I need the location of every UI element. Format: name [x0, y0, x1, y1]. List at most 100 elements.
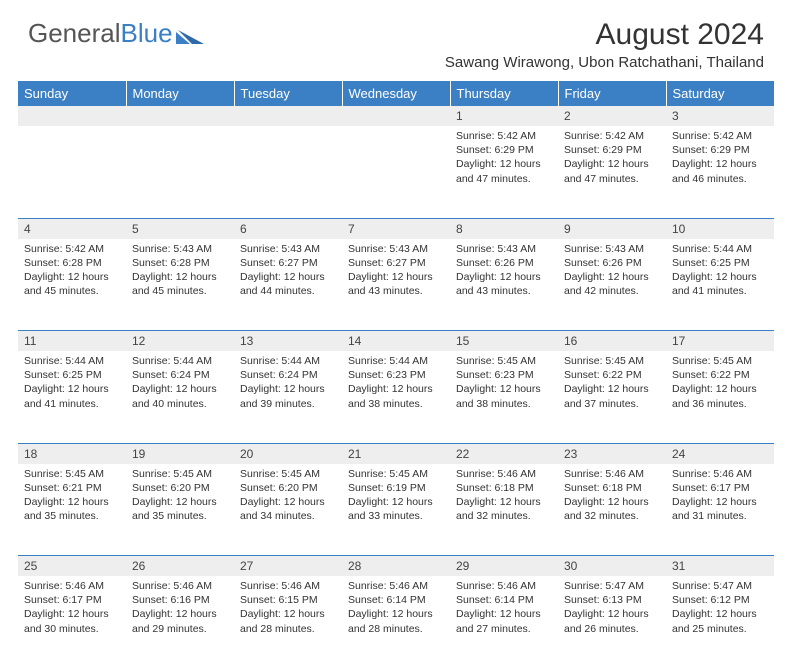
day-info-line: Daylight: 12 hours: [456, 382, 552, 396]
day-info-line: and 43 minutes.: [348, 284, 444, 298]
day-info-line: Sunrise: 5:43 AM: [456, 242, 552, 256]
day-cell: Sunrise: 5:46 AMSunset: 6:14 PMDaylight:…: [450, 576, 558, 668]
day-info-line: Sunset: 6:15 PM: [240, 593, 336, 607]
day-cell: Sunrise: 5:45 AMSunset: 6:22 PMDaylight:…: [666, 351, 774, 443]
day-info-line: Sunset: 6:17 PM: [24, 593, 120, 607]
day-info-line: Daylight: 12 hours: [132, 495, 228, 509]
logo-flag-icon: [176, 24, 204, 44]
day-number: 19: [126, 443, 234, 464]
day-number: [18, 106, 126, 126]
day-info-line: Sunset: 6:20 PM: [240, 481, 336, 495]
day-info-line: Sunrise: 5:46 AM: [672, 467, 768, 481]
day-info-line: Daylight: 12 hours: [132, 270, 228, 284]
day-info-line: Sunset: 6:16 PM: [132, 593, 228, 607]
day-info-line: Daylight: 12 hours: [564, 382, 660, 396]
day-header: Saturday: [666, 81, 774, 106]
day-info-line: Daylight: 12 hours: [456, 495, 552, 509]
day-cell: Sunrise: 5:46 AMSunset: 6:14 PMDaylight:…: [342, 576, 450, 668]
day-info-line: Daylight: 12 hours: [564, 495, 660, 509]
day-number: [342, 106, 450, 126]
day-info-line: and 37 minutes.: [564, 397, 660, 411]
day-number: 23: [558, 443, 666, 464]
day-info-line: Sunrise: 5:44 AM: [132, 354, 228, 368]
day-cell: [126, 126, 234, 218]
week-daynum-row: 11121314151617: [18, 331, 774, 352]
day-info-line: Sunrise: 5:45 AM: [348, 467, 444, 481]
day-info-line: Daylight: 12 hours: [456, 157, 552, 171]
day-info-line: Sunset: 6:29 PM: [564, 143, 660, 157]
day-cell: Sunrise: 5:43 AMSunset: 6:26 PMDaylight:…: [558, 239, 666, 331]
day-info-line: Sunrise: 5:43 AM: [132, 242, 228, 256]
day-info-line: Sunrise: 5:44 AM: [672, 242, 768, 256]
day-info-line: Daylight: 12 hours: [240, 382, 336, 396]
day-cell: Sunrise: 5:42 AMSunset: 6:28 PMDaylight:…: [18, 239, 126, 331]
day-cell: Sunrise: 5:47 AMSunset: 6:13 PMDaylight:…: [558, 576, 666, 668]
day-info-line: Sunrise: 5:46 AM: [240, 579, 336, 593]
day-number: 22: [450, 443, 558, 464]
day-header: Tuesday: [234, 81, 342, 106]
day-cell: Sunrise: 5:43 AMSunset: 6:27 PMDaylight:…: [234, 239, 342, 331]
day-info-line: Daylight: 12 hours: [240, 495, 336, 509]
day-header-row: SundayMondayTuesdayWednesdayThursdayFrid…: [18, 81, 774, 106]
day-cell: Sunrise: 5:43 AMSunset: 6:26 PMDaylight:…: [450, 239, 558, 331]
day-cell: Sunrise: 5:42 AMSunset: 6:29 PMDaylight:…: [450, 126, 558, 218]
day-info-line: Daylight: 12 hours: [132, 607, 228, 621]
day-info-line: Sunrise: 5:46 AM: [456, 579, 552, 593]
day-info-line: and 45 minutes.: [132, 284, 228, 298]
day-info-line: and 32 minutes.: [456, 509, 552, 523]
day-info-line: Sunrise: 5:42 AM: [24, 242, 120, 256]
day-number: 18: [18, 443, 126, 464]
day-info-line: Daylight: 12 hours: [564, 157, 660, 171]
day-info-line: and 38 minutes.: [456, 397, 552, 411]
day-info-line: Sunset: 6:22 PM: [672, 368, 768, 382]
day-info-line: Sunset: 6:20 PM: [132, 481, 228, 495]
day-info-line: Daylight: 12 hours: [348, 607, 444, 621]
day-info-line: Sunset: 6:29 PM: [672, 143, 768, 157]
day-cell: Sunrise: 5:43 AMSunset: 6:27 PMDaylight:…: [342, 239, 450, 331]
day-info-line: Sunrise: 5:43 AM: [240, 242, 336, 256]
logo-text-2: Blue: [121, 18, 173, 49]
day-cell: Sunrise: 5:44 AMSunset: 6:25 PMDaylight:…: [18, 351, 126, 443]
day-header: Monday: [126, 81, 234, 106]
day-info-line: Daylight: 12 hours: [672, 270, 768, 284]
day-info-line: Sunrise: 5:46 AM: [564, 467, 660, 481]
day-info-line: and 46 minutes.: [672, 172, 768, 186]
day-info-line: Sunset: 6:12 PM: [672, 593, 768, 607]
day-info-line: and 25 minutes.: [672, 622, 768, 636]
day-info-line: Daylight: 12 hours: [456, 607, 552, 621]
day-cell: Sunrise: 5:42 AMSunset: 6:29 PMDaylight:…: [558, 126, 666, 218]
day-info-line: Sunrise: 5:42 AM: [456, 129, 552, 143]
day-info-line: and 43 minutes.: [456, 284, 552, 298]
day-info-line: Sunset: 6:14 PM: [456, 593, 552, 607]
day-header: Friday: [558, 81, 666, 106]
day-info-line: Sunset: 6:22 PM: [564, 368, 660, 382]
day-info-line: and 30 minutes.: [24, 622, 120, 636]
day-cell: Sunrise: 5:46 AMSunset: 6:18 PMDaylight:…: [450, 464, 558, 556]
day-info-line: Daylight: 12 hours: [348, 270, 444, 284]
day-info-line: Sunset: 6:18 PM: [564, 481, 660, 495]
day-info-line: Sunset: 6:28 PM: [132, 256, 228, 270]
day-info-line: Sunrise: 5:47 AM: [564, 579, 660, 593]
day-info-line: Sunrise: 5:45 AM: [132, 467, 228, 481]
week-daynum-row: 45678910: [18, 218, 774, 239]
day-info-line: and 28 minutes.: [348, 622, 444, 636]
day-cell: Sunrise: 5:46 AMSunset: 6:17 PMDaylight:…: [666, 464, 774, 556]
day-number: 16: [558, 331, 666, 352]
day-info-line: Sunset: 6:26 PM: [564, 256, 660, 270]
day-number: 21: [342, 443, 450, 464]
day-cell: [342, 126, 450, 218]
title-block: August 2024 Sawang Wirawong, Ubon Ratcha…: [445, 18, 764, 71]
day-info-line: and 39 minutes.: [240, 397, 336, 411]
day-cell: Sunrise: 5:46 AMSunset: 6:18 PMDaylight:…: [558, 464, 666, 556]
day-cell: Sunrise: 5:44 AMSunset: 6:24 PMDaylight:…: [126, 351, 234, 443]
day-number: 20: [234, 443, 342, 464]
day-info-line: Sunset: 6:23 PM: [348, 368, 444, 382]
day-number: 31: [666, 556, 774, 577]
day-info-line: Sunset: 6:13 PM: [564, 593, 660, 607]
day-header: Sunday: [18, 81, 126, 106]
day-info-line: Sunset: 6:17 PM: [672, 481, 768, 495]
day-cell: Sunrise: 5:44 AMSunset: 6:23 PMDaylight:…: [342, 351, 450, 443]
day-cell: [234, 126, 342, 218]
day-info-line: Sunset: 6:21 PM: [24, 481, 120, 495]
day-info-line: Daylight: 12 hours: [564, 270, 660, 284]
